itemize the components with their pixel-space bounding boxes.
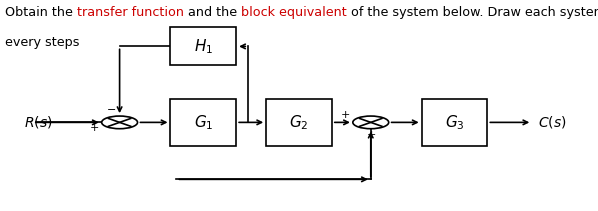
Text: $G_1$: $G_1$	[194, 113, 213, 132]
Text: block equivalent: block equivalent	[241, 6, 346, 19]
Text: −: −	[107, 105, 117, 115]
Text: $G_3$: $G_3$	[445, 113, 464, 132]
Text: and the: and the	[184, 6, 241, 19]
Text: +: +	[89, 123, 99, 133]
Text: of the system below. Draw each system for: of the system below. Draw each system fo…	[346, 6, 598, 19]
Circle shape	[102, 116, 138, 129]
Circle shape	[353, 116, 389, 129]
FancyBboxPatch shape	[170, 99, 236, 146]
Text: +: +	[340, 110, 350, 120]
Text: $H_1$: $H_1$	[194, 37, 213, 56]
Text: +: +	[367, 130, 377, 140]
Text: transfer function: transfer function	[77, 6, 184, 19]
Text: $C(s)$: $C(s)$	[538, 114, 567, 130]
Text: Obtain the: Obtain the	[5, 6, 77, 19]
Text: $R(s)$: $R(s)$	[24, 114, 53, 130]
Text: $G_2$: $G_2$	[289, 113, 309, 132]
FancyBboxPatch shape	[170, 27, 236, 65]
FancyBboxPatch shape	[266, 99, 332, 146]
Text: every steps: every steps	[5, 36, 80, 49]
FancyBboxPatch shape	[422, 99, 487, 146]
